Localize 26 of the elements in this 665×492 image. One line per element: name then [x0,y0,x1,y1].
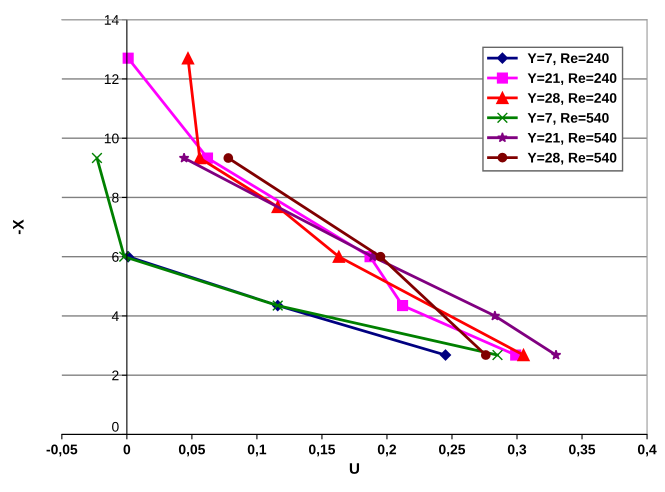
x-tick-label: -0,05 [46,444,78,456]
x-tick-label: 0,2 [378,444,396,456]
legend-label: Y=21, Re=240 [528,73,616,86]
y-tick-label: 6 [112,252,119,262]
x-tick-label: 0 [124,444,130,454]
x-tick-label: 0,25 [439,444,466,456]
x-axis-title: U [350,463,360,474]
y-tick-label: 10 [104,134,119,144]
y-tick-label: 12 [104,74,119,84]
legend-label: Y=28, Re=540 [528,152,616,165]
x-tick-label: 0,05 [178,444,206,456]
y-tick-label: 2 [112,370,119,380]
x-tick-label: 0,3 [508,444,526,456]
y-tick-label: 4 [112,311,119,321]
x-tick-label: 0,35 [569,444,596,456]
x-tick-label: 0,15 [308,444,336,456]
legend-label: Y=28, Re=240 [528,93,616,105]
y-tick-label: 8 [112,192,119,203]
y-tick-label: 14 [104,15,119,25]
x-tick-label: 0,1 [248,444,266,456]
legend-label: Y=7, Re=240 [528,53,609,66]
y-axis-title: -X [13,220,24,234]
y-tick-label: 0 [112,422,119,432]
x-tick-label: 0,4 [638,444,657,456]
legend-label: Y=7, Re=540 [528,112,609,125]
legend-label: Y=21, Re=540 [528,132,616,145]
